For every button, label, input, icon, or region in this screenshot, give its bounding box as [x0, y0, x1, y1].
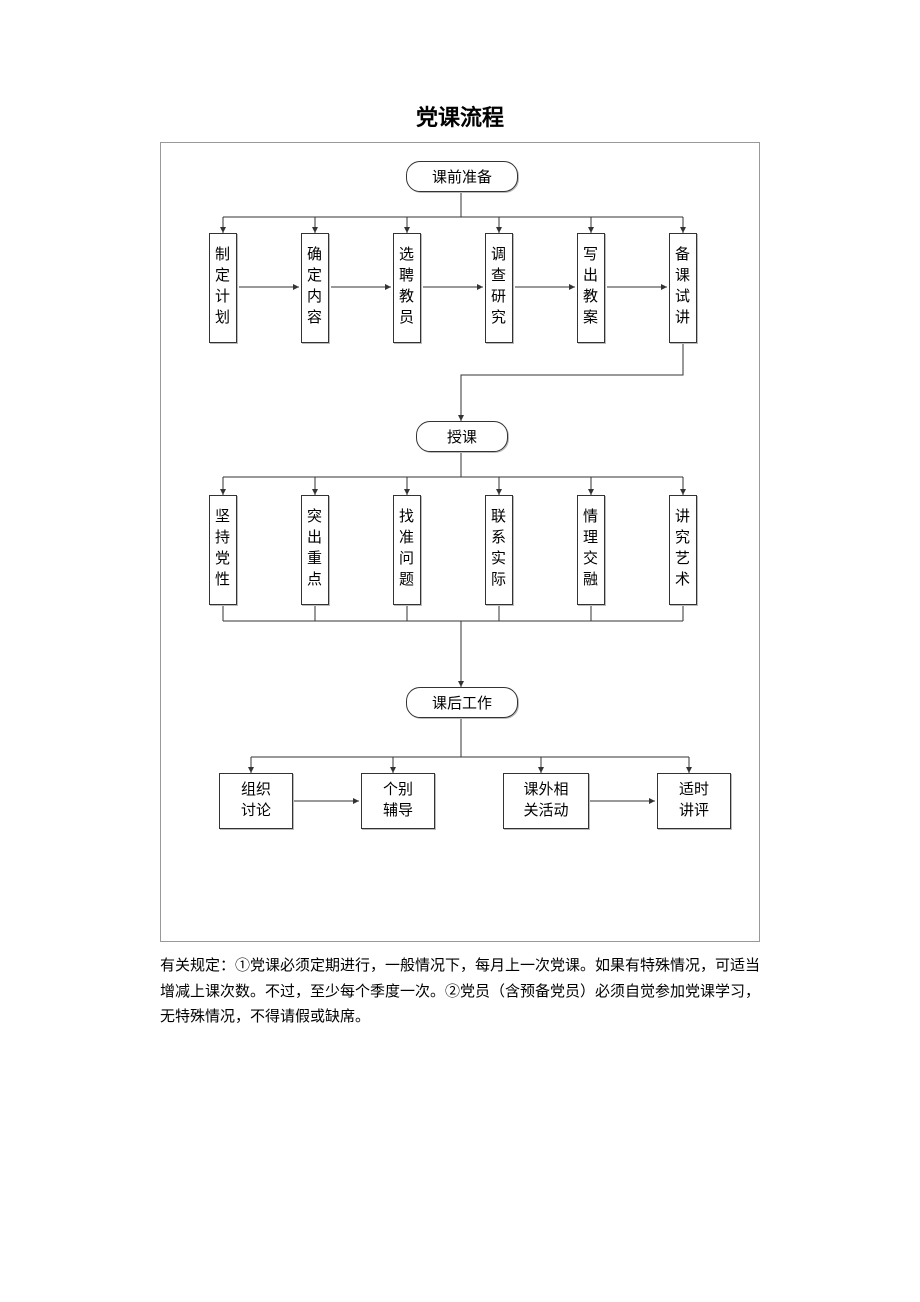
row1-box-2: 确定内容 — [301, 233, 329, 343]
row1-box-3: 选聘教员 — [393, 233, 421, 343]
row3-box-4: 适时讲评 — [657, 773, 731, 829]
flowchart-frame: 课前准备授课课后工作 制定计划 确定内容 选聘教员 调查研究 写出教案 备课试讲坚持党性 突出… — [160, 142, 760, 942]
row3-box-1: 组织讨论 — [219, 773, 293, 829]
page-title: 党课流程 — [0, 100, 920, 132]
stage-3: 课后工作 — [406, 687, 518, 718]
row2-box-3: 找准问题 — [393, 495, 421, 605]
row2-box-6: 讲究艺术 — [669, 495, 697, 605]
regulations-text: 有关规定：①党课必须定期进行，一般情况下，每月上一次党课。如果有特殊情况，可适当… — [160, 954, 760, 1031]
row3-box-3: 课外相关活动 — [503, 773, 589, 829]
row2-box-5: 情理交融 — [577, 495, 605, 605]
row1-box-4: 调查研究 — [485, 233, 513, 343]
stage-1: 课前准备 — [406, 161, 518, 192]
row1-box-5: 写出教案 — [577, 233, 605, 343]
row3-box-2: 个别辅导 — [361, 773, 435, 829]
stage-2: 授课 — [416, 421, 508, 452]
row2-box-2: 突出重点 — [301, 495, 329, 605]
row1-box-6: 备课试讲 — [669, 233, 697, 343]
row2-box-1: 坚持党性 — [209, 495, 237, 605]
row2-box-4: 联系实际 — [485, 495, 513, 605]
row1-box-1: 制定计划 — [209, 233, 237, 343]
